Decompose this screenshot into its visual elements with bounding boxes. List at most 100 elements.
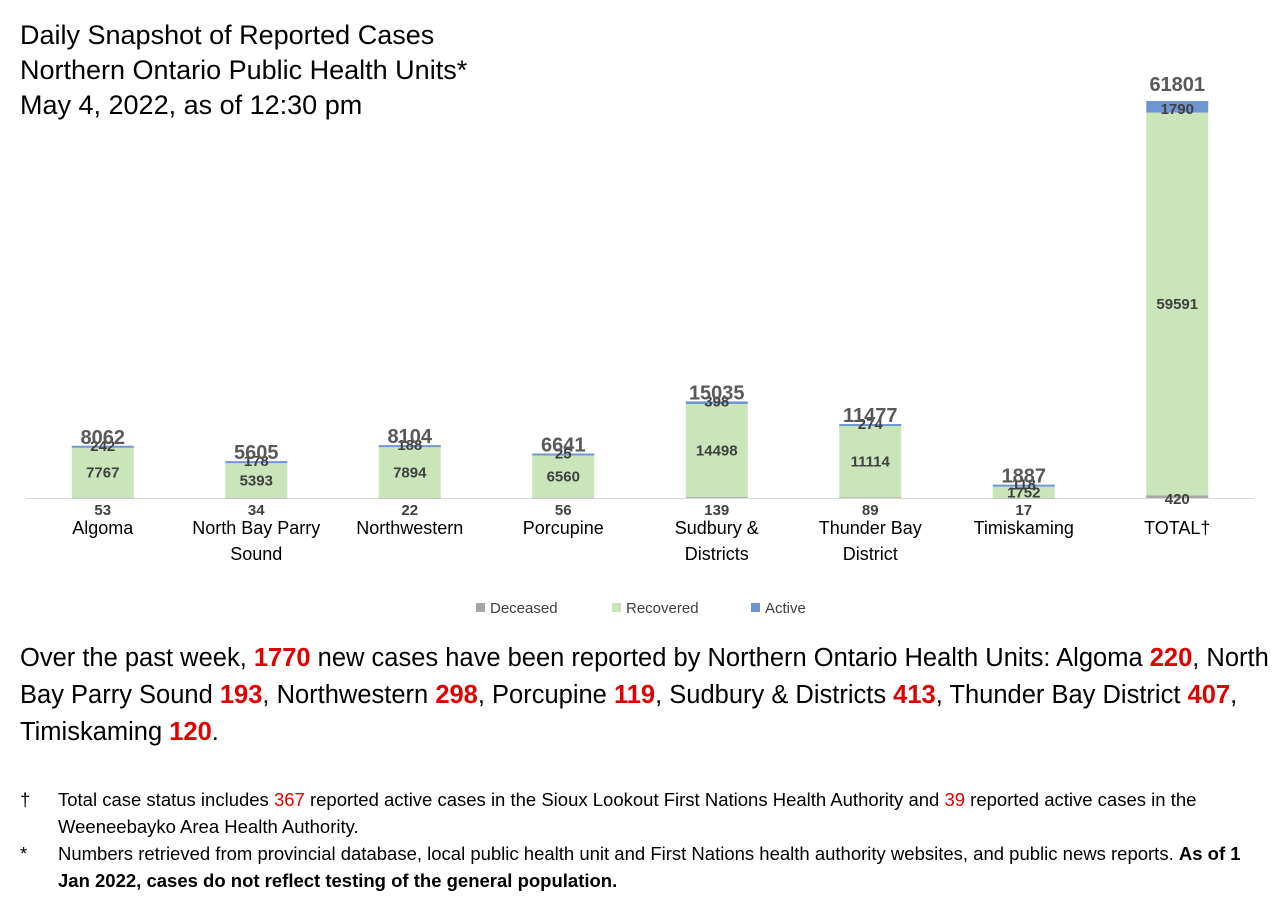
data-label-recovered: 14498: [696, 443, 738, 460]
dagger-text-2: reported active cases in the Sioux Looko…: [304, 789, 945, 810]
bar-deceased: [71, 497, 134, 499]
data-label-active: 1790: [1161, 101, 1194, 118]
summary-text-8: , Timiskaming: [20, 681, 1238, 746]
bar-deceased: [378, 497, 441, 499]
title-line-2: Northern Ontario Public Health Units*: [20, 55, 468, 85]
category-label: Timiskaming: [974, 518, 1074, 538]
category-label: Porcupine: [523, 518, 604, 538]
weekly-summary: Over the past week, 1770 new cases have …: [20, 640, 1270, 751]
summary-text-2: new cases have been reported by Northern…: [310, 644, 1150, 672]
category-label: Sound: [230, 544, 282, 564]
data-label-recovered: 59591: [1156, 296, 1198, 313]
bar-recovered: [992, 486, 1055, 498]
dagger-text-1: Total case status includes: [58, 789, 274, 810]
category-label: North Bay Parry: [192, 518, 320, 538]
data-label-active: 25: [555, 445, 572, 462]
summary-text-1: Over the past week,: [20, 644, 254, 672]
legend-label: Recovered: [626, 600, 699, 617]
bar-recovered: [839, 426, 902, 498]
data-label-recovered: 5393: [240, 472, 273, 489]
category-label: Thunder Bay: [819, 518, 922, 538]
footnotes: † Total case status includes 367 reported…: [20, 786, 1275, 894]
bar-recovered: [378, 447, 441, 498]
dagger-mark: †: [20, 789, 31, 810]
dagger-footnote: † Total case status includes 367 reported…: [20, 786, 1275, 840]
summary-total-new: 1770: [253, 644, 311, 672]
legend-swatch: [612, 603, 621, 612]
bar-active: [225, 461, 288, 464]
bar-recovered: [532, 455, 595, 498]
bar-recovered: [1146, 112, 1209, 496]
bar-recovered: [225, 463, 288, 498]
bar-active: [71, 445, 134, 448]
total-label: 8062: [81, 427, 126, 449]
data-label-recovered: 7894: [393, 465, 427, 482]
chart-title: Daily Snapshot of Reported Cases Norther…: [20, 18, 467, 123]
legend-swatch: [476, 603, 485, 612]
bar-active: [532, 453, 595, 456]
data-label-active: 274: [858, 416, 884, 433]
sioux-lookout-count: 367: [273, 789, 305, 810]
total-label: 61801: [1149, 74, 1205, 96]
category-label: Districts: [685, 544, 749, 564]
category-label: Sudbury &: [675, 518, 759, 538]
star-bold-text: As of 1 Jan 2022, cases do not reflect t…: [58, 843, 1241, 891]
summary-nbps: 193: [219, 681, 263, 709]
stacked-bar-chart: 7767 242 53 8062 Algoma 5393 178 34 5605 North Ba…: [26, 74, 1254, 617]
data-label-deceased: 89: [862, 502, 879, 519]
bar-deceased: [1146, 495, 1209, 498]
dagger-text-3: reported active cases in the Weeneebayko…: [58, 789, 1197, 837]
data-label-deceased: 56: [555, 502, 572, 519]
summary-timiskaming: 120: [169, 718, 212, 746]
summary-text-3: , North Bay Parry Sound: [20, 644, 1269, 709]
data-label-active: 398: [704, 393, 729, 410]
data-label-deceased: 17: [1015, 502, 1032, 519]
bar-deceased: [532, 497, 595, 499]
data-label-deceased: 34: [248, 502, 265, 519]
bar-active: [685, 401, 748, 404]
legend-label: Deceased: [490, 600, 558, 617]
summary-text-5: , Porcupine: [477, 681, 614, 709]
title-line-3: May 4, 2022, as of 12:30 pm: [20, 90, 363, 120]
summary-sudbury: 413: [893, 681, 936, 709]
data-label-recovered: 1752: [1007, 484, 1040, 501]
data-label-deceased: 139: [704, 502, 729, 519]
star-mark: *: [20, 843, 28, 864]
star-text: Numbers retrieved from provincial databa…: [58, 843, 1179, 864]
data-label-recovered: 7767: [86, 465, 119, 482]
total-label: 15035: [689, 382, 745, 404]
star-footnote: * Numbers retrieved from provincial datab…: [20, 840, 1275, 894]
data-label-deceased: 420: [1165, 491, 1190, 508]
data-label-active: 118: [1012, 477, 1036, 494]
bar-active: [992, 484, 1055, 487]
category-label: Northwestern: [356, 518, 463, 538]
legend-swatch: [751, 603, 760, 612]
data-label-active: 188: [397, 437, 422, 454]
data-label-deceased: 53: [94, 502, 111, 519]
data-label-deceased: 22: [401, 502, 418, 519]
category-label: Algoma: [72, 518, 134, 538]
data-label-recovered: 11114: [851, 454, 891, 471]
bar-deceased: [685, 497, 748, 498]
total-label: 8104: [388, 426, 433, 448]
weeneebayko-count: 39: [944, 789, 966, 810]
total-label: 11477: [843, 405, 898, 427]
bar-active: [839, 424, 902, 427]
summary-text-7: , Thunder Bay District: [935, 681, 1188, 709]
data-label-active: 178: [244, 453, 269, 470]
data-label-recovered: 6560: [547, 469, 580, 486]
summary-porcupine: 119: [613, 681, 656, 709]
bar-recovered: [71, 447, 134, 498]
data-label-active: 242: [90, 438, 115, 455]
category-label: District: [843, 544, 898, 564]
bar-deceased: [839, 497, 902, 499]
bar-active: [1146, 101, 1209, 113]
title-line-1: Daily Snapshot of Reported Cases: [20, 20, 435, 50]
bar-recovered: [685, 403, 748, 498]
total-label: 5605: [234, 442, 279, 464]
category-label: TOTAL†: [1144, 518, 1210, 538]
summary-algoma: 220: [1149, 644, 1193, 672]
summary-text-9: .: [211, 718, 219, 746]
legend-label: Active: [765, 600, 806, 617]
total-label: 1887: [1002, 466, 1047, 488]
